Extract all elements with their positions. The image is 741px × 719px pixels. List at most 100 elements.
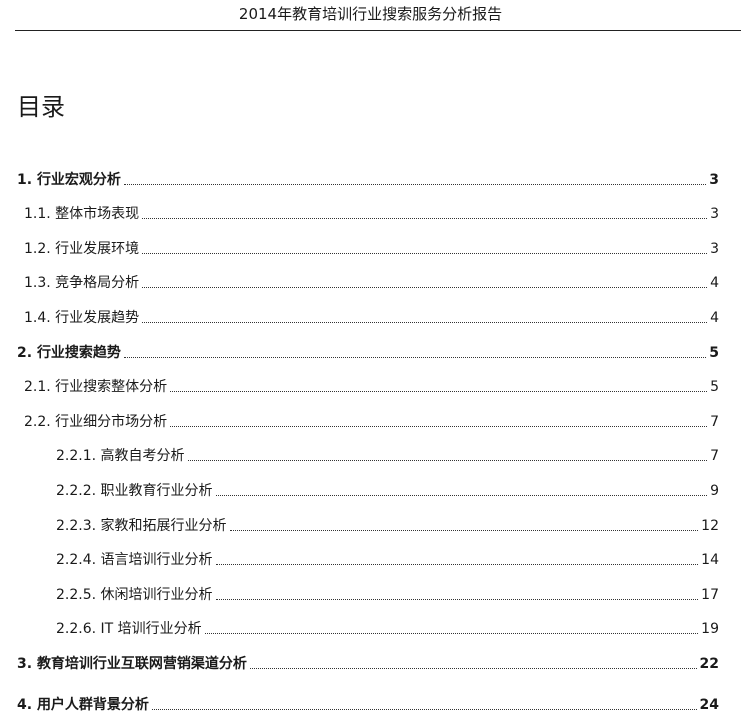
toc-entry-label: 1.3. 竞争格局分析 xyxy=(24,274,139,292)
toc-entry-number: 3. xyxy=(17,655,33,672)
toc-entry-number: 2.1. xyxy=(24,379,51,396)
toc-page-number: 22 xyxy=(699,655,719,672)
toc-entry-number: 2.2.2. xyxy=(56,482,97,499)
header-rule xyxy=(15,30,741,31)
toc-entry[interactable]: 2.2.2. 职业教育行业分析 9 xyxy=(0,465,741,500)
toc-page-number: 5 xyxy=(709,344,719,361)
dot-leader xyxy=(142,218,708,220)
toc-entry-text: 家教和拓展行业分析 xyxy=(100,517,227,534)
dot-leader xyxy=(170,425,708,427)
dot-leader xyxy=(123,183,707,185)
toc-page-number: 17 xyxy=(701,586,719,603)
dot-leader xyxy=(249,667,697,669)
toc-entry-text: 高教自考分析 xyxy=(100,448,185,465)
toc-entry-number: 2.2.6. xyxy=(56,621,97,638)
toc-entry-text: 行业发展趋势 xyxy=(55,309,140,326)
toc-entry-label: 3. 教育培训行业互联网营销渠道分析 xyxy=(17,655,247,673)
toc-entry[interactable]: 2.2.4. 语言培训行业分析 14 xyxy=(0,535,741,570)
toc-page-number: 24 xyxy=(699,696,719,713)
toc-entry[interactable]: 3. 教育培训行业互联网营销渠道分析 22 xyxy=(0,638,741,673)
table-of-contents: 1. 行业宏观分析 3 1.1. 整体市场表现 3 1.2. 行业发展环境 3 1.3. 竞… xyxy=(0,154,741,714)
dot-leader xyxy=(151,708,697,710)
toc-entry-text: 行业细分市场分析 xyxy=(55,413,168,430)
toc-entry-number: 2.2.1. xyxy=(56,448,97,465)
toc-page-number: 3 xyxy=(709,171,719,188)
toc-entry-label: 2.2.3. 家教和拓展行业分析 xyxy=(56,517,227,535)
toc-page-number: 3 xyxy=(710,206,719,223)
dot-leader xyxy=(187,460,708,462)
toc-page-number: 4 xyxy=(710,309,719,326)
running-header: 2014年教育培训行业搜索服务分析报告 xyxy=(238,5,503,23)
toc-entry[interactable]: 1.1. 整体市场表现 3 xyxy=(0,189,741,224)
toc-entry-label: 1. 行业宏观分析 xyxy=(17,171,121,189)
toc-entry-label: 2.2.6. IT 培训行业分析 xyxy=(56,620,202,638)
toc-entry-label: 2.2.4. 语言培训行业分析 xyxy=(56,551,213,569)
toc-entry-number: 2.2. xyxy=(24,413,51,430)
toc-page-number: 9 xyxy=(710,482,719,499)
toc-entry[interactable]: 2.2.5. 休闲培训行业分析 17 xyxy=(0,569,741,604)
toc-entry[interactable]: 2.2.1. 高教自考分析 7 xyxy=(0,431,741,466)
toc-entry-text: 职业教育行业分析 xyxy=(100,482,213,499)
toc-entry-text: IT 培训行业分析 xyxy=(100,621,202,638)
toc-entry[interactable]: 2.2. 行业细分市场分析 7 xyxy=(0,396,741,431)
toc-entry-label: 2.2.5. 休闲培训行业分析 xyxy=(56,586,213,604)
dot-leader xyxy=(204,633,699,635)
toc-entry-text: 竞争格局分析 xyxy=(55,275,140,292)
toc-entry[interactable]: 2.2.3. 家教和拓展行业分析 12 xyxy=(0,500,741,535)
toc-title: 目录 xyxy=(17,93,65,121)
toc-page-number: 7 xyxy=(710,413,719,430)
toc-entry-text: 行业搜索整体分析 xyxy=(55,379,168,396)
toc-entry-label: 2. 行业搜索趋势 xyxy=(17,344,121,362)
toc-entry-number: 2.2.3. xyxy=(56,517,97,534)
toc-entry-number: 2.2.5. xyxy=(56,586,97,603)
toc-entry-text: 行业宏观分析 xyxy=(36,171,121,188)
toc-entry[interactable]: 4. 用户人群背景分析 24 xyxy=(0,673,741,714)
dot-leader xyxy=(215,564,699,566)
toc-page-number: 19 xyxy=(701,621,719,638)
toc-entry-text: 行业搜索趋势 xyxy=(36,344,121,361)
toc-entry[interactable]: 1.2. 行业发展环境 3 xyxy=(0,223,741,258)
toc-entry-label: 1.2. 行业发展环境 xyxy=(24,240,139,258)
toc-entry-text: 休闲培训行业分析 xyxy=(100,586,213,603)
toc-entry-label: 2.1. 行业搜索整体分析 xyxy=(24,378,167,396)
toc-entry-text: 行业发展环境 xyxy=(55,240,140,257)
toc-entry-text: 语言培训行业分析 xyxy=(100,552,213,569)
toc-entry-number: 1. xyxy=(17,171,33,188)
toc-entry-label: 2.2.2. 职业教育行业分析 xyxy=(56,482,213,500)
toc-page-number: 4 xyxy=(710,275,719,292)
toc-entry-label: 4. 用户人群背景分析 xyxy=(17,696,149,714)
toc-entry-number: 2.2.4. xyxy=(56,552,97,569)
toc-entry-label: 2.2.1. 高教自考分析 xyxy=(56,447,185,465)
toc-entry-label: 2.2. 行业细分市场分析 xyxy=(24,413,167,431)
toc-entry-number: 4. xyxy=(17,696,33,713)
toc-entry-label: 1.1. 整体市场表现 xyxy=(24,205,139,223)
toc-entry[interactable]: 2. 行业搜索趋势 5 xyxy=(0,327,741,362)
toc-page-number: 3 xyxy=(710,240,719,257)
dot-leader xyxy=(142,287,708,289)
toc-entry-label: 1.4. 行业发展趋势 xyxy=(24,309,139,327)
toc-page-number: 14 xyxy=(701,552,719,569)
toc-entry-number: 1.3. xyxy=(24,275,51,292)
dot-leader xyxy=(215,494,708,496)
toc-page-number: 7 xyxy=(710,448,719,465)
dot-leader xyxy=(142,321,708,323)
dot-leader xyxy=(170,391,708,393)
toc-entry-text: 整体市场表现 xyxy=(55,206,140,223)
dot-leader xyxy=(123,356,707,358)
toc-entry-number: 1.1. xyxy=(24,206,51,223)
toc-page-number: 5 xyxy=(710,379,719,396)
toc-entry-number: 1.2. xyxy=(24,240,51,257)
dot-leader xyxy=(142,252,708,254)
toc-entry[interactable]: 1. 行业宏观分析 3 xyxy=(0,154,741,189)
toc-entry-text: 教育培训行业互联网营销渠道分析 xyxy=(36,655,247,672)
toc-entry-number: 1.4. xyxy=(24,309,51,326)
toc-entry-text: 用户人群背景分析 xyxy=(36,696,149,713)
toc-entry[interactable]: 1.3. 竞争格局分析 4 xyxy=(0,258,741,293)
toc-entry[interactable]: 2.2.6. IT 培训行业分析 19 xyxy=(0,604,741,639)
toc-entry[interactable]: 2.1. 行业搜索整体分析 5 xyxy=(0,362,741,397)
toc-entry-number: 2. xyxy=(17,344,33,361)
dot-leader xyxy=(215,598,699,600)
dot-leader xyxy=(229,529,699,531)
toc-entry[interactable]: 1.4. 行业发展趋势 4 xyxy=(0,292,741,327)
toc-page-number: 12 xyxy=(701,517,719,534)
